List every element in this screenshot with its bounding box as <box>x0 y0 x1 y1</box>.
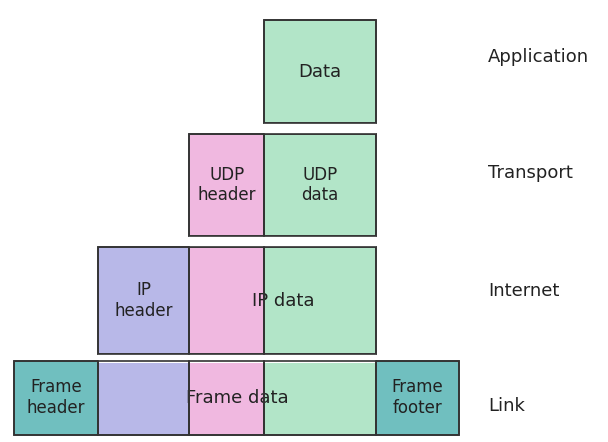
FancyBboxPatch shape <box>264 20 376 123</box>
FancyBboxPatch shape <box>14 361 97 435</box>
FancyBboxPatch shape <box>264 361 376 435</box>
Text: IP data: IP data <box>252 292 314 310</box>
FancyBboxPatch shape <box>264 123 376 134</box>
Text: UDP
data: UDP data <box>302 166 339 204</box>
FancyBboxPatch shape <box>97 361 190 435</box>
FancyBboxPatch shape <box>97 247 190 354</box>
Text: Link: Link <box>488 397 525 415</box>
FancyBboxPatch shape <box>190 236 376 247</box>
Text: Frame
footer: Frame footer <box>392 378 444 417</box>
Text: Data: Data <box>299 62 342 80</box>
FancyBboxPatch shape <box>190 247 264 354</box>
Text: Transport: Transport <box>488 164 573 182</box>
Text: Frame
header: Frame header <box>27 378 85 417</box>
FancyBboxPatch shape <box>190 361 264 435</box>
Text: UDP
header: UDP header <box>198 166 256 204</box>
FancyBboxPatch shape <box>190 134 264 236</box>
FancyBboxPatch shape <box>264 134 376 236</box>
FancyBboxPatch shape <box>97 354 376 363</box>
Text: Application: Application <box>488 48 589 66</box>
Text: Internet: Internet <box>488 282 559 300</box>
FancyBboxPatch shape <box>264 247 376 354</box>
Text: IP
header: IP header <box>114 281 173 320</box>
FancyBboxPatch shape <box>376 361 460 435</box>
Text: Frame data: Frame data <box>185 389 288 407</box>
